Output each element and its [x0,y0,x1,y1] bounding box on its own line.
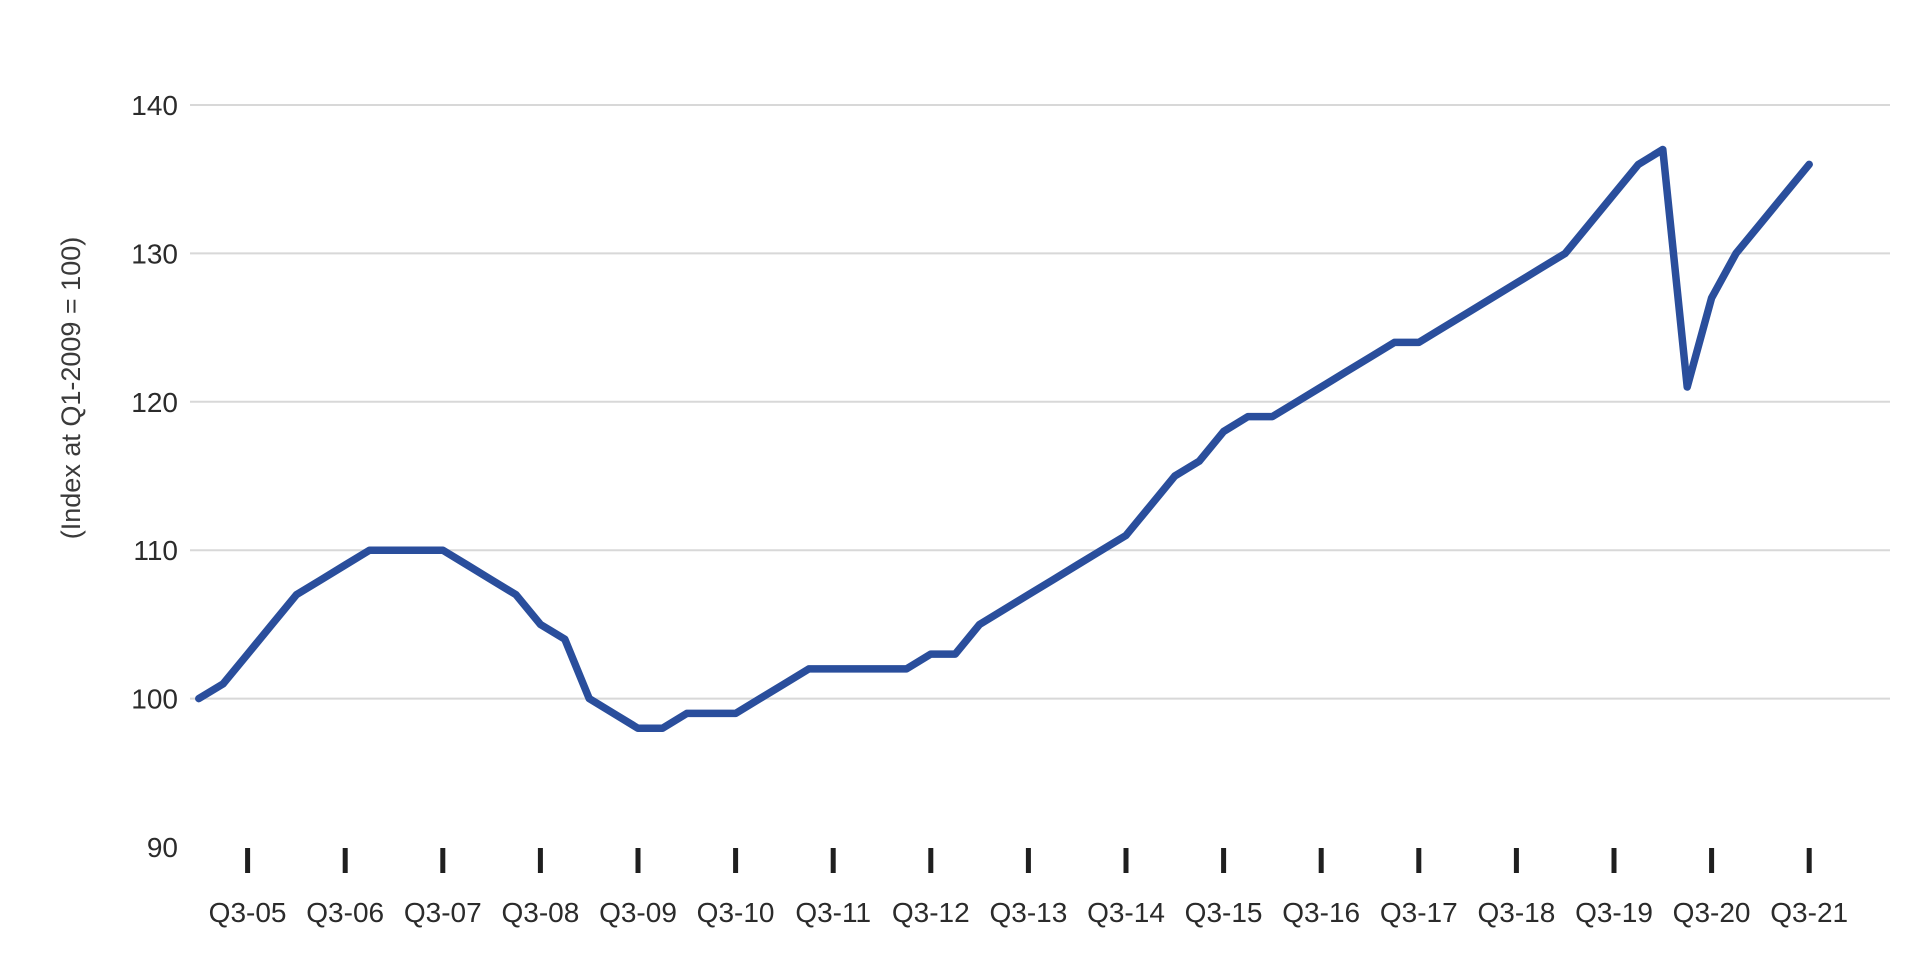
x-tick-mark-Q3-20 [1709,848,1715,873]
x-tick-label-Q3-06: Q3-06 [306,897,384,928]
x-tick-label-Q3-10: Q3-10 [697,897,775,928]
x-tick-mark-Q3-18 [1513,848,1519,873]
x-tick-label-Q3-13: Q3-13 [989,897,1067,928]
x-tick-mark-Q3-14 [1123,848,1129,873]
x-tick-label-Q3-16: Q3-16 [1282,897,1360,928]
x-tick-mark-Q3-13 [1025,848,1031,873]
x-tick-mark-Q3-11 [830,848,836,873]
x-tick-mark-Q3-06 [342,848,348,873]
x-tick-label-Q3-09: Q3-09 [599,897,677,928]
x-tick-mark-Q3-08 [537,848,543,873]
horizontal-gridlines [190,104,1890,700]
x-tick-mark-Q3-09 [635,848,641,873]
x-tick-mark-Q3-12 [928,848,934,873]
x-tick-mark-Q3-16 [1318,848,1324,873]
x-tick-label-Q3-11: Q3-11 [795,897,871,928]
x-axis-tick-labels: Q3-05 Q3-06 Q3-07 Q3-08 Q3-09 Q3-10 Q3-11 Q3-12… [209,897,1848,928]
x-tick-label-Q3-21: Q3-21 [1770,897,1848,928]
x-tick-label-Q3-20: Q3-20 [1673,897,1751,928]
x-tick-label-Q3-08: Q3-08 [501,897,579,928]
x-tick-mark-Q3-19 [1611,848,1617,873]
x-tick-label-Q3-12: Q3-12 [892,897,970,928]
y-tick-label-90: 90 [147,832,178,863]
x-tick-mark-Q3-15 [1221,848,1227,873]
x-tick-label-Q3-05: Q3-05 [209,897,287,928]
x-tick-mark-Q3-05 [245,848,251,873]
x-tick-mark-Q3-17 [1416,848,1422,873]
x-axis-tick-marks [245,848,1812,873]
x-tick-label-Q3-17: Q3-17 [1380,897,1458,928]
x-tick-label-Q3-15: Q3-15 [1185,897,1263,928]
x-tick-mark-Q3-07 [440,848,446,873]
x-tick-label-Q3-18: Q3-18 [1477,897,1555,928]
x-tick-mark-Q3-10 [733,848,739,873]
x-tick-label-Q3-14: Q3-14 [1087,897,1165,928]
y-tick-label-140: 140 [131,90,178,121]
index-line-series [195,145,1813,733]
y-tick-label-110: 110 [133,535,178,566]
y-tick-label-120: 120 [131,387,178,418]
y-tick-label-130: 130 [131,238,178,269]
x-tick-mark-Q3-21 [1806,848,1812,873]
y-tick-label-100: 100 [131,684,178,715]
x-tick-label-Q3-07: Q3-07 [404,897,482,928]
y-axis-tick-labels: 140 130 120 110 100 90 [131,90,178,863]
x-tick-label-Q3-19: Q3-19 [1575,897,1653,928]
y-axis-title: (Index at Q1-2009 = 100) [56,237,86,539]
